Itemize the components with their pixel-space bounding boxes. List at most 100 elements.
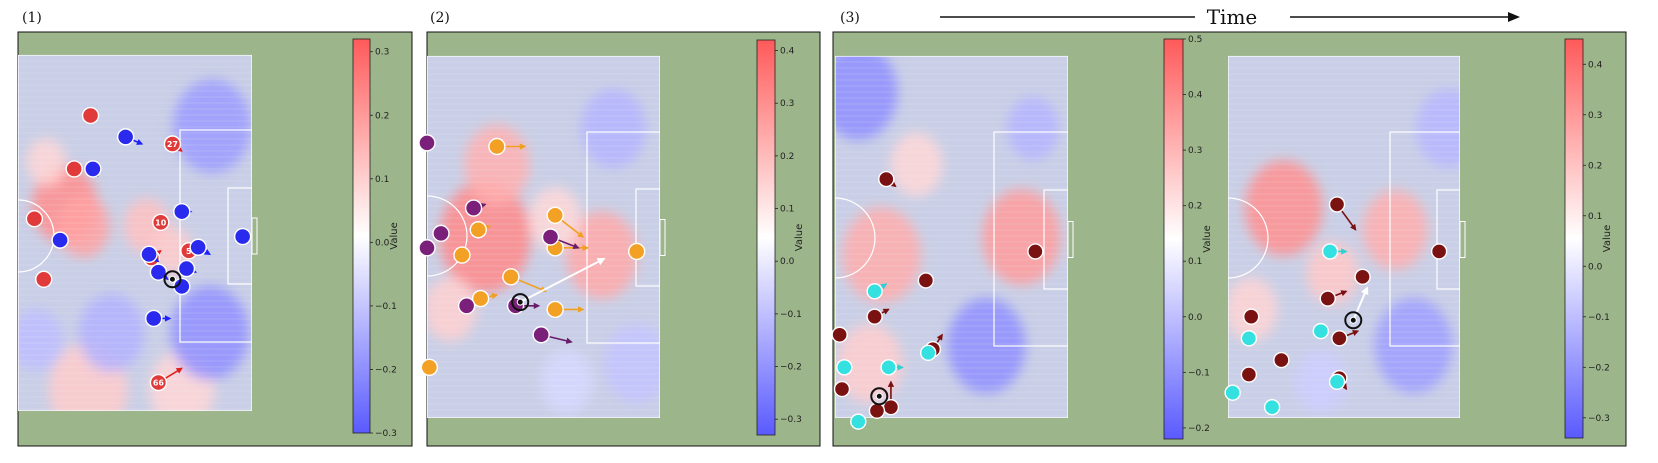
heatmap-cell: [835, 56, 898, 140]
player-dot: [1027, 243, 1044, 260]
heatmap-cell: [1244, 160, 1323, 256]
player-dot: [189, 238, 207, 256]
player-dot: [1242, 308, 1260, 325]
player-dot: [1273, 351, 1290, 369]
player-dot: [917, 272, 935, 289]
ball-ring: [511, 293, 530, 312]
colorbar-gradient: [756, 39, 776, 436]
six-yard-box: [227, 187, 252, 285]
colorbar-tick-label: 0.0: [780, 257, 795, 267]
heatmap-cell: [427, 277, 477, 342]
ball-ring: [870, 387, 889, 406]
player-dot: [152, 213, 170, 232]
colorbar: 0.4 0.3 0.2 0.1 0.0 −0.1 −0.2 −0.3 Value: [1564, 38, 1613, 439]
player-dot: [866, 283, 883, 300]
panel-4: 0.4 0.3 0.2 0.1 0.0 −0.1 −0.2 −0.3 Value: [1224, 38, 1613, 439]
player-marker: [471, 289, 499, 308]
penalty-box: [179, 129, 252, 343]
player-marker: [140, 245, 160, 264]
player-dot: [488, 137, 506, 156]
player-dot: [418, 134, 436, 152]
player-marker: [1240, 330, 1258, 347]
player-dot: [149, 373, 168, 392]
colorbar-label: Value: [1202, 225, 1213, 252]
player-marker: [831, 326, 848, 343]
player-marker: [1319, 290, 1348, 307]
player-marker: [457, 297, 476, 315]
colorbar-tick-label: 0.3: [780, 99, 794, 109]
player-marker: [1263, 398, 1281, 416]
velocity-arrow: [1352, 286, 1369, 321]
colorbar-gradient: [1564, 38, 1584, 439]
six-yard-box: [1436, 189, 1460, 290]
heatmap-cell: [837, 323, 903, 404]
player-marker: [1240, 366, 1258, 383]
colorbar-tick-label: 0.0: [375, 238, 390, 248]
heatmap-cell: [78, 293, 145, 372]
colorbar-tick-label: 0.3: [1588, 111, 1602, 121]
goal: [1067, 221, 1074, 258]
player-dot: [140, 245, 158, 264]
panel-label-2: (2): [430, 10, 450, 26]
player-marker: [81, 106, 100, 125]
panel-2: 0.4 0.3 0.2 0.1 0.0 −0.1 −0.2 −0.3 Value: [418, 31, 821, 447]
velocity-arrow: [519, 257, 606, 304]
ball-dot: [1349, 316, 1357, 324]
heatmap-cell: [1294, 349, 1347, 414]
player-dot: [1331, 330, 1348, 347]
colorbar-tick-label: −0.2: [1188, 424, 1210, 434]
colorbar-gradient: [1163, 38, 1184, 440]
ball-ring: [163, 270, 182, 289]
player-dot: [65, 160, 83, 178]
player-marker: [432, 224, 450, 243]
colorbar-tick-label: −0.3: [375, 429, 397, 439]
player-dot: [546, 300, 564, 319]
pitch-lines: [835, 56, 1068, 418]
ball-marker: [511, 257, 606, 312]
goal: [659, 219, 666, 256]
colorbar-tick-label: 0.2: [1588, 161, 1602, 171]
player-marker: [833, 380, 851, 398]
player-marker: [866, 308, 890, 325]
heatmap-cell: [26, 138, 66, 186]
colorbar-tick-label: 0.2: [780, 152, 794, 162]
colorbar-tick-label: 0.2: [375, 111, 389, 121]
heatmap-layer: [835, 56, 1061, 404]
heatmap-cell: [18, 308, 63, 372]
player-dot: [51, 231, 69, 249]
player-dot: [833, 380, 851, 398]
player-dot: [628, 242, 646, 261]
player-dot: [35, 270, 53, 288]
heatmap-cell: [540, 349, 593, 414]
colorbar-tick-label: 0.4: [780, 47, 795, 57]
heatmap-cell: [580, 88, 647, 169]
colorbar-label: Value: [794, 224, 805, 251]
player-marker: [917, 272, 935, 289]
heatmap-cell: [982, 189, 1061, 285]
player-dot: [177, 259, 196, 278]
heatmap-cell: [464, 124, 530, 205]
colorbar-gradient: [352, 38, 371, 434]
player-dot: [116, 128, 135, 146]
jersey-number: 66: [153, 379, 165, 388]
pitch-lines: [1228, 56, 1460, 418]
player-dot: [541, 228, 560, 246]
player-marker: [488, 137, 527, 156]
player-dot: [453, 246, 471, 264]
time-label: Time: [1207, 5, 1258, 29]
ball-ring: [1344, 311, 1363, 330]
colorbar-label: Value: [389, 222, 400, 249]
penalty-box: [993, 131, 1068, 347]
heatmap-cell: [439, 181, 531, 293]
six-yard-box: [1043, 189, 1068, 290]
player-marker: [145, 309, 172, 328]
player-marker: [116, 128, 144, 146]
player-dot: [1263, 398, 1281, 416]
player-dot: [1319, 290, 1336, 307]
player-dot: [532, 326, 550, 344]
player-dot: [1328, 196, 1346, 213]
player-dot: [464, 199, 483, 217]
ball-dot: [168, 275, 176, 283]
time-arrow-head: [1508, 12, 1520, 22]
ball-dot: [516, 298, 524, 306]
